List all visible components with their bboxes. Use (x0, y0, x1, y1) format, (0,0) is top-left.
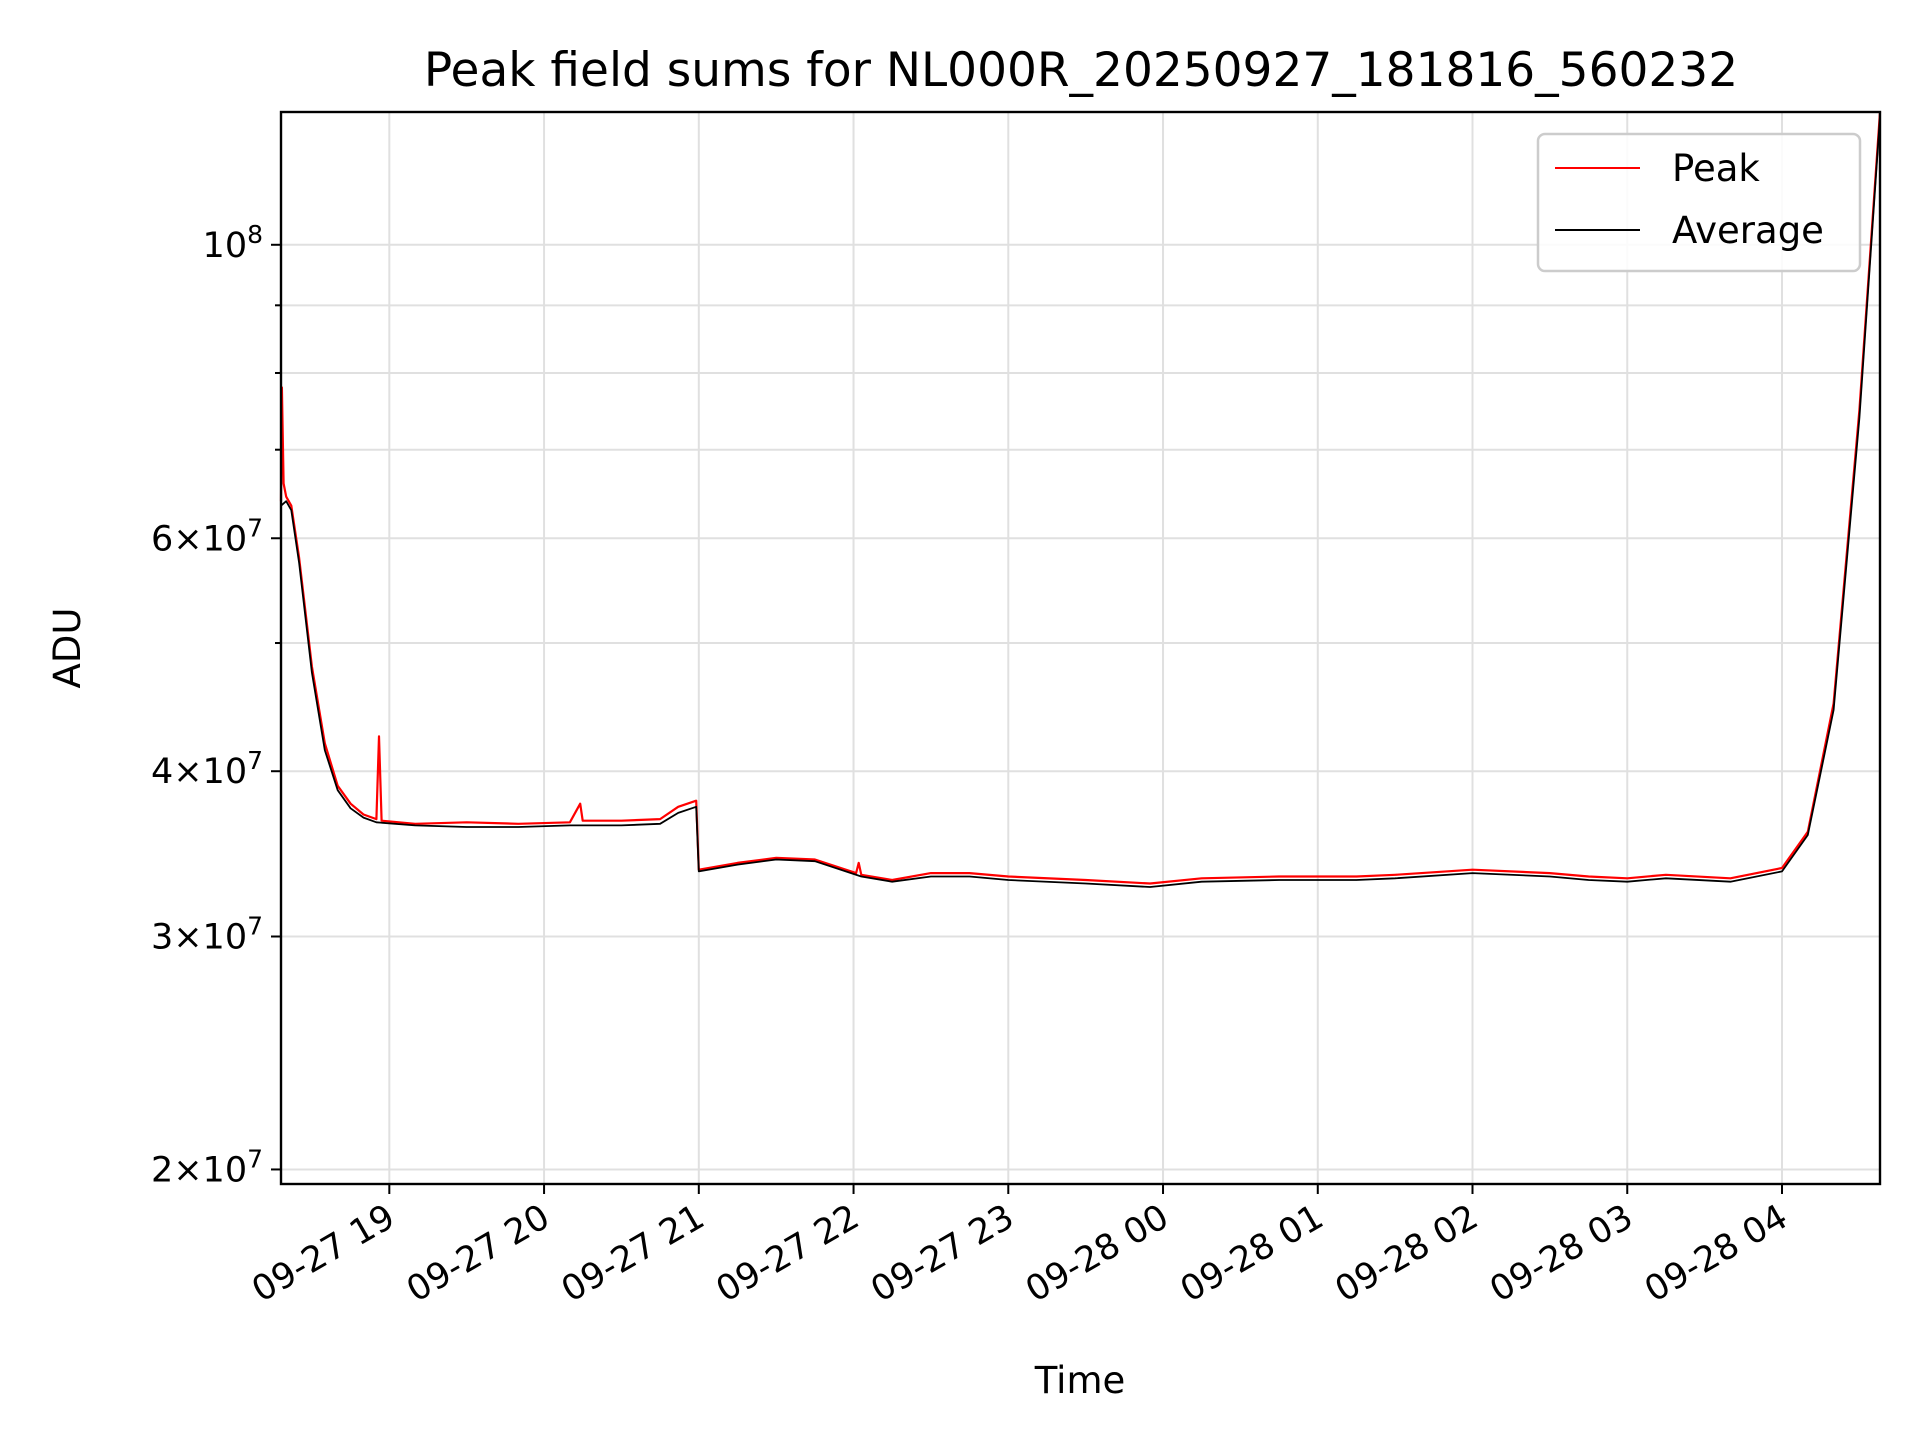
x-tick-label: 09-28 01 (1174, 1197, 1330, 1310)
y-tick-label: 6×107 (151, 513, 263, 559)
x-tick-label: 09-27 22 (710, 1197, 866, 1310)
x-axis-label: Time (1034, 1359, 1126, 1402)
x-tick-label: 09-27 21 (555, 1197, 711, 1310)
x-tick-label: 09-28 00 (1019, 1197, 1175, 1310)
x-tick-label: 09-28 03 (1483, 1197, 1639, 1310)
legend-average-label: Average (1672, 209, 1824, 252)
x-tick-label: 09-27 19 (246, 1197, 402, 1310)
x-tick-label: 09-28 02 (1329, 1197, 1485, 1310)
plot-frame (279, 110, 1882, 1186)
series-line-average (280, 116, 1881, 888)
plot-series (279, 111, 1882, 888)
y-tick-label: 2×107 (151, 1144, 263, 1190)
y-tick-label: 4×107 (151, 746, 263, 792)
legend-peak-label: Peak (1672, 147, 1760, 190)
x-tick-label: 09-27 20 (400, 1197, 556, 1310)
legend: Peak Average (1536, 132, 1862, 273)
grid (281, 112, 1880, 1184)
series-line-peak (279, 111, 1882, 885)
chart-title: Peak field sums for NL000R_20250927_1818… (424, 43, 1738, 98)
x-tick-label: 09-27 23 (864, 1197, 1020, 1310)
y-tick-label: 3×107 (151, 912, 263, 958)
y-axis-label: ADU (46, 608, 89, 689)
x-tick-label: 09-28 04 (1638, 1197, 1794, 1310)
y-axis: 2×107 3×107 4×107 6×107 108 (151, 220, 281, 1190)
y-tick-label: 108 (203, 220, 263, 266)
